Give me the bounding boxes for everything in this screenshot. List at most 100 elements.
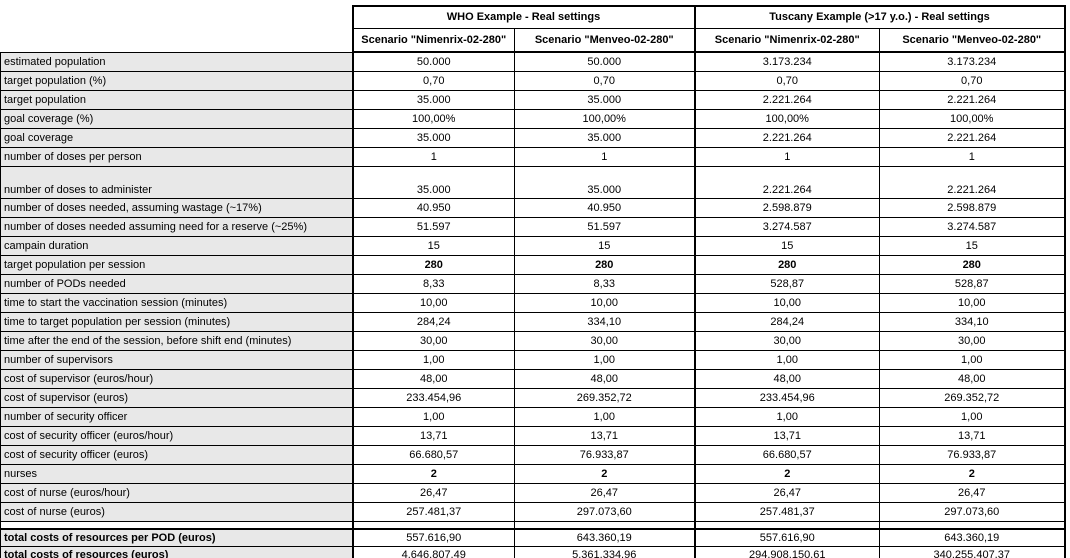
value-cell: 3.274.587 (693, 217, 880, 237)
value-cell: 76.933,87 (514, 445, 696, 465)
value-cell: 35.000 (514, 166, 696, 199)
value-cell: 3.173.234 (693, 51, 880, 72)
table-row: goal coverage 35.000 35.000 2.221.264 2.221.… (0, 128, 1066, 148)
spacer-cell (879, 521, 1066, 530)
value-cell: 2 (693, 464, 880, 484)
value-cell: 257.481,37 (351, 502, 515, 522)
table-row: time to start the vaccination session (m… (0, 293, 1066, 313)
value-cell: 257.481,37 (693, 502, 880, 522)
group-header-row: WHO Example - Real settings Tuscany Exam… (0, 5, 1066, 29)
value-cell: 30,00 (693, 331, 880, 351)
spacer-cell (0, 521, 354, 530)
value-cell: 35.000 (351, 128, 515, 148)
value-cell: 100,00% (514, 109, 696, 129)
table-row: cost of nurse (euros) 257.481,37 297.073,6… (0, 502, 1066, 522)
value-cell: 1,00 (514, 407, 696, 427)
row-label-cell: goal coverage (0, 128, 354, 148)
group-header-tuscany: Tuscany Example (>17 y.o.) - Real settin… (693, 5, 1066, 29)
value-cell: 340.255.407,37 (879, 546, 1066, 558)
value-cell: 66.680,57 (351, 445, 515, 465)
row-label-cell: total costs of resources (euros) (0, 546, 354, 558)
value-cell: 15 (879, 236, 1066, 256)
table-row: number of doses to administer 35.000 35.00… (0, 166, 1066, 199)
corner-blank-cell (0, 28, 353, 52)
value-cell: 51.597 (351, 217, 515, 237)
value-cell: 100,00% (879, 109, 1066, 129)
table-row: cost of security officer (euros/hour) 13,… (0, 426, 1066, 446)
value-cell: 2 (514, 464, 696, 484)
table-row: total costs of resources per POD (euros)… (0, 528, 1066, 547)
value-cell: 0,70 (879, 71, 1066, 91)
column-header-who-nimenrix: Scenario "Nimenrix-02-280" (351, 28, 515, 53)
table-row: nurses 2 2 2 2 (0, 464, 1066, 484)
value-cell: 2.221.264 (693, 90, 880, 110)
value-cell: 1,00 (693, 407, 880, 427)
row-label-cell: time after the end of the session, befor… (0, 331, 354, 351)
row-label-cell: total costs of resources per POD (euros) (0, 528, 354, 547)
table-row: campain duration 15 15 15 15 (0, 236, 1066, 256)
value-cell: 1 (351, 147, 515, 167)
value-cell: 269.352,72 (879, 388, 1066, 408)
column-header-tuscany-nimenrix: Scenario "Nimenrix-02-280" (693, 28, 880, 53)
value-cell: 334,10 (514, 312, 696, 332)
value-cell: 13,71 (879, 426, 1066, 446)
value-cell: 1 (879, 147, 1066, 167)
row-label-cell: number of doses per person (0, 147, 354, 167)
column-header-who-menveo: Scenario "Menveo-02-280" (514, 28, 696, 53)
value-cell: 233.454,96 (351, 388, 515, 408)
value-cell: 13,71 (351, 426, 515, 446)
value-cell: 26,47 (514, 483, 696, 503)
row-label-cell: number of supervisors (0, 350, 354, 370)
row-label-cell: number of doses to administer (0, 166, 354, 199)
table-row: number of doses needed assuming need for… (0, 217, 1066, 237)
spacer-cell (351, 521, 515, 530)
value-cell: 1,00 (693, 350, 880, 370)
value-cell: 26,47 (693, 483, 880, 503)
value-cell: 528,87 (693, 274, 880, 294)
table-row: total costs of resources (euros) 4.646.80… (0, 546, 1066, 558)
column-header-tuscany-menveo: Scenario "Menveo-02-280" (879, 28, 1066, 53)
value-cell: 2.598.879 (879, 198, 1066, 218)
row-label-cell: number of security officer (0, 407, 354, 427)
value-cell: 100,00% (351, 109, 515, 129)
table-row: number of doses needed, assuming wastage… (0, 198, 1066, 218)
value-cell: 1 (514, 147, 696, 167)
value-cell: 35.000 (351, 166, 515, 199)
value-cell: 30,00 (351, 331, 515, 351)
value-cell: 1,00 (879, 350, 1066, 370)
value-cell: 280 (693, 255, 880, 275)
table-row: target population per session 280 280 280 28… (0, 255, 1066, 275)
row-label-cell: campain duration (0, 236, 354, 256)
value-cell: 1,00 (351, 407, 515, 427)
table-row: target population (%) 0,70 0,70 0,70 0,70 (0, 71, 1066, 91)
spacer-cell (693, 521, 880, 530)
value-cell: 528,87 (879, 274, 1066, 294)
table-row: number of supervisors 1,00 1,00 1,00 1,00 (0, 350, 1066, 370)
value-cell: 66.680,57 (693, 445, 880, 465)
value-cell: 3.274.587 (879, 217, 1066, 237)
value-cell: 10,00 (514, 293, 696, 313)
row-label-cell: estimated population (0, 51, 354, 72)
value-cell: 0,70 (514, 71, 696, 91)
value-cell: 297.073,60 (514, 502, 696, 522)
value-cell: 269.352,72 (514, 388, 696, 408)
value-cell: 1,00 (514, 350, 696, 370)
value-cell: 26,47 (351, 483, 515, 503)
row-label-cell: target population per session (0, 255, 354, 275)
table-row: cost of nurse (euros/hour) 26,47 26,47 26,4… (0, 483, 1066, 503)
value-cell: 284,24 (351, 312, 515, 332)
value-cell: 48,00 (351, 369, 515, 389)
value-cell: 15 (351, 236, 515, 256)
row-label-cell: cost of security officer (euros) (0, 445, 354, 465)
row-label-cell: target population (0, 90, 354, 110)
value-cell: 100,00% (693, 109, 880, 129)
value-cell: 5.361.334,96 (514, 546, 696, 558)
value-cell: 280 (351, 255, 515, 275)
value-cell: 557.616,90 (693, 528, 880, 547)
value-cell: 1,00 (351, 350, 515, 370)
row-label-cell: target population (%) (0, 71, 354, 91)
table-row: cost of security officer (euros) 66.680,5… (0, 445, 1066, 465)
table-row: number of PODs needed 8,33 8,33 528,87 528,8… (0, 274, 1066, 294)
value-cell: 297.073,60 (879, 502, 1066, 522)
value-cell: 13,71 (693, 426, 880, 446)
